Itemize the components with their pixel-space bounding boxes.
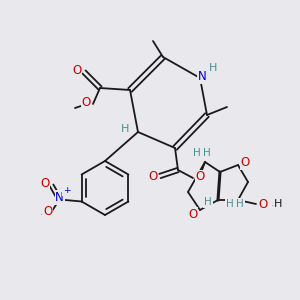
Text: O: O <box>258 197 268 211</box>
Text: O: O <box>148 169 158 182</box>
Text: O: O <box>43 205 52 218</box>
Text: -: - <box>40 208 45 221</box>
Text: H: H <box>274 199 282 209</box>
Text: O: O <box>72 64 82 77</box>
Text: H: H <box>193 148 201 158</box>
Text: N: N <box>55 191 64 204</box>
Text: H: H <box>226 199 234 209</box>
Text: O: O <box>240 157 250 169</box>
Text: H: H <box>204 197 212 207</box>
Text: H: H <box>209 63 217 73</box>
Text: H: H <box>236 199 244 209</box>
Text: O: O <box>40 177 49 190</box>
Text: O: O <box>195 170 205 184</box>
Text: H: H <box>203 148 211 158</box>
Text: -: - <box>272 200 276 212</box>
Text: O: O <box>188 208 198 220</box>
Text: H: H <box>121 124 129 134</box>
Text: N: N <box>198 70 206 83</box>
Text: +: + <box>63 186 70 195</box>
Text: O: O <box>81 97 91 110</box>
